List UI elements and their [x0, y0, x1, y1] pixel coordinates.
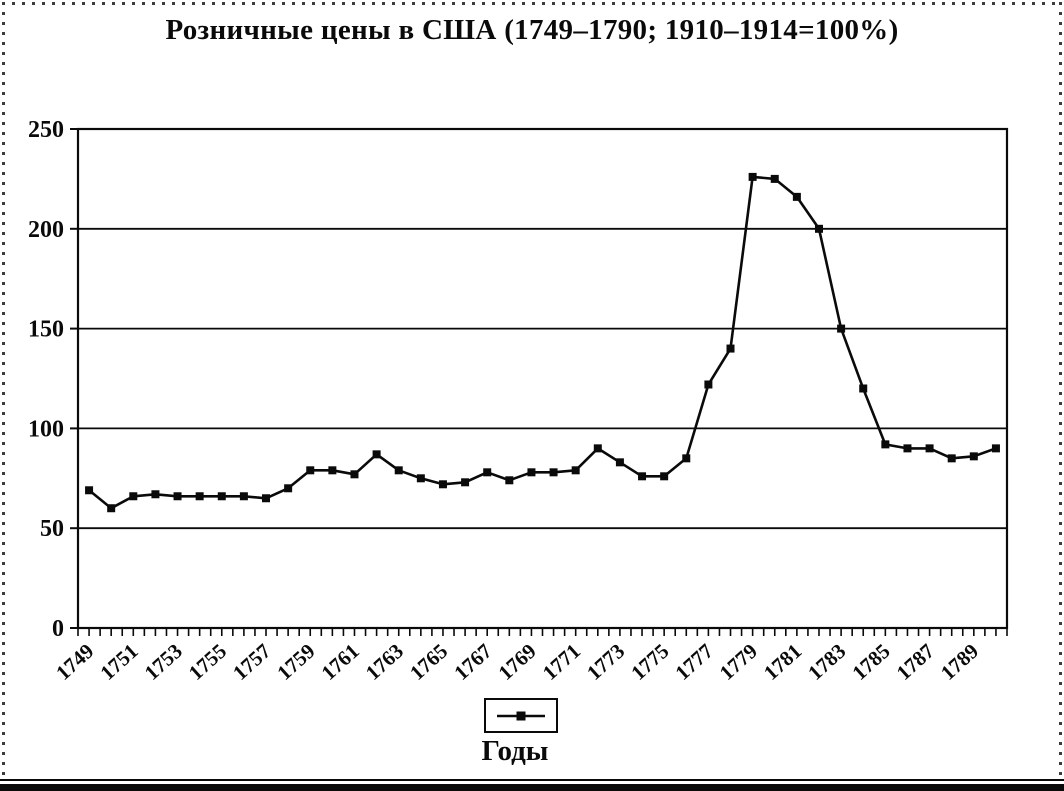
data-point-marker [173, 492, 182, 501]
dotted-border-right [1059, 2, 1062, 775]
data-point-marker [881, 440, 890, 449]
data-point-marker [107, 504, 116, 513]
data-point-marker [284, 484, 293, 493]
x-axis-label: 1753 [140, 639, 187, 685]
x-axis-label: 1767 [449, 639, 496, 685]
bottom-rule-gap [0, 781, 1064, 784]
x-axis-label: 1749 [51, 639, 98, 685]
x-axis-label: 1777 [670, 639, 717, 685]
data-point-marker [217, 492, 226, 501]
y-axis-label: 250 [28, 117, 64, 143]
x-axis-label: 1759 [272, 639, 319, 685]
x-axis-label: 1763 [361, 639, 408, 685]
x-axis-label: 1751 [95, 639, 142, 685]
price-series-line [87, 175, 998, 510]
data-point-marker [350, 470, 359, 479]
data-point-marker [903, 444, 912, 453]
data-point-marker [306, 466, 315, 475]
data-point-marker [792, 192, 801, 201]
data-point-marker [151, 490, 160, 499]
plot-border [76, 127, 1009, 630]
y-axis-label: 150 [28, 317, 64, 343]
bottom-rule-thick-line [0, 784, 1064, 791]
data-point-marker [262, 494, 271, 503]
data-point-marker [394, 466, 403, 475]
data-point-marker [814, 224, 823, 233]
data-point-marker [372, 450, 381, 459]
x-axis-label: 1783 [803, 639, 850, 685]
dotted-border-left [2, 2, 5, 775]
legend-series-marker-icon [497, 711, 545, 720]
data-point-marker [770, 174, 779, 183]
x-axis-label: 1775 [626, 639, 673, 685]
data-point-marker [704, 380, 713, 389]
data-point-marker [947, 454, 956, 463]
data-point-marker [615, 458, 624, 467]
data-point-marker [85, 486, 94, 495]
x-axis-label: 1771 [538, 639, 585, 685]
data-point-marker [438, 480, 447, 489]
data-point-marker [682, 454, 691, 463]
y-axis-label: 200 [28, 217, 64, 243]
data-point-marker [859, 384, 868, 393]
y-axis-label: 50 [40, 516, 64, 542]
data-point-marker [925, 444, 934, 453]
line-chart-canvas: 0501001502002501749175117531755175717591… [28, 117, 1009, 685]
data-point-marker [969, 452, 978, 461]
data-point-marker [638, 472, 647, 481]
x-axis-label: 1779 [715, 639, 762, 685]
x-axis-label: 1761 [317, 639, 364, 685]
data-point-marker [129, 492, 138, 501]
data-point-marker [991, 444, 1000, 453]
data-point-marker [571, 466, 580, 475]
bottom-rule-thin-line [0, 779, 1064, 781]
dotted-border-top [2, 2, 1062, 5]
bottom-double-rule [0, 779, 1064, 791]
data-point-marker [837, 324, 846, 333]
legend-box [484, 698, 558, 733]
x-axis-label: 1787 [892, 639, 939, 685]
data-point-marker [461, 478, 470, 487]
data-point-marker [527, 468, 536, 477]
x-axis-label: 1765 [405, 639, 452, 685]
x-axis-label: 1757 [228, 639, 275, 685]
x-axis-label: 1755 [184, 639, 231, 685]
data-point-marker [748, 172, 757, 181]
data-point-marker [416, 474, 425, 483]
y-axis-label: 100 [28, 416, 64, 442]
x-axis-label: 1781 [759, 639, 806, 685]
data-point-marker [660, 472, 669, 481]
chart-title: Розничные цены в США (1749–1790; 1910–19… [165, 14, 899, 46]
data-point-marker [483, 468, 492, 477]
data-point-marker [328, 466, 337, 475]
x-axis-label: 1785 [847, 639, 894, 685]
data-point-marker [505, 476, 514, 485]
data-point-marker [239, 492, 248, 501]
x-axis-label: 1789 [936, 639, 983, 685]
y-axis-label: 0 [52, 616, 64, 642]
data-point-marker [195, 492, 204, 501]
data-point-marker [549, 468, 558, 477]
data-point-marker [726, 344, 735, 353]
data-point-marker [593, 444, 602, 453]
x-axis-label: 1769 [494, 639, 541, 685]
x-axis-caption: Годы [481, 735, 549, 767]
x-axis-label: 1773 [582, 639, 629, 685]
